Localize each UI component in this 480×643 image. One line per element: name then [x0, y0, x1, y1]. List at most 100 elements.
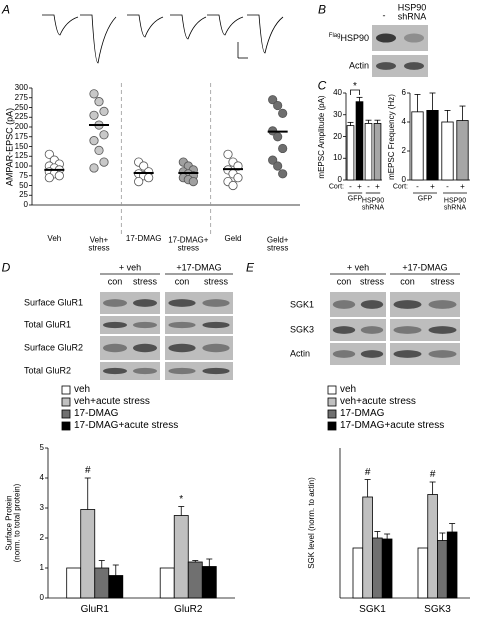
y-axis-label: mEPSC Frequency (Hz) — [386, 93, 396, 180]
y-axis-label: Surface Protein (norm. to total protein) — [4, 483, 22, 563]
row-label: SGK3 — [290, 324, 315, 335]
x-tick-label: Veh — [47, 233, 62, 243]
data-point — [268, 155, 278, 165]
blot-band — [168, 367, 196, 375]
lane-label: con — [400, 276, 415, 287]
x-tick-label: 17-DMAG — [125, 233, 162, 243]
data-point — [134, 177, 144, 187]
lane-label: stress — [203, 276, 229, 287]
y-axis-label: SGK level (norm. to actin) — [306, 477, 316, 569]
legend-label: veh — [340, 383, 357, 395]
trace — [247, 14, 284, 54]
y-tick-label: 2 — [401, 145, 406, 155]
x-tick-label: GluR1 — [80, 603, 109, 615]
legend-swatch — [327, 397, 337, 407]
blot-band — [428, 300, 457, 309]
significance: # — [429, 468, 436, 480]
lane-label: HSP90 shRNA — [397, 2, 427, 22]
group-label: GFP — [417, 195, 433, 203]
blot-strip — [165, 316, 233, 334]
significance: * — [179, 493, 184, 505]
blot-band — [393, 350, 422, 358]
blot-band — [428, 350, 457, 358]
x-tick-label: - — [349, 181, 352, 191]
blot-band — [168, 343, 196, 353]
x-tick-label: Veh+ stress — [88, 235, 110, 253]
panel-letter: B — [317, 2, 327, 17]
x-prefix: Cort: — [392, 183, 408, 191]
blot-band — [103, 321, 127, 329]
blot-band — [428, 326, 457, 334]
bar — [94, 567, 110, 599]
bar — [437, 540, 448, 599]
blot-band — [133, 299, 157, 307]
lane-label: stress — [132, 276, 158, 287]
blot-band — [133, 321, 157, 329]
lane-label: con — [174, 276, 190, 287]
blot-band — [404, 33, 424, 43]
data-point — [278, 169, 288, 179]
blot-band — [360, 350, 384, 358]
row-label: Actin — [348, 60, 369, 71]
y-tick-label: 20 — [333, 131, 342, 141]
data-point — [228, 180, 238, 191]
blot-band — [376, 62, 396, 70]
bar — [66, 567, 82, 599]
significance: # — [364, 466, 371, 478]
data-point — [94, 145, 104, 155]
y-tick-label: 2 — [39, 532, 44, 542]
data-point — [273, 100, 283, 111]
blot-group: +17-DMAG — [176, 262, 222, 273]
x-prefix: Cort: — [328, 183, 344, 191]
data-point — [273, 132, 283, 142]
blot-group: +17-DMAG — [402, 262, 448, 273]
legend-swatch — [61, 421, 71, 431]
row-label: Total GluR2 — [24, 365, 72, 376]
blot-band — [202, 367, 230, 375]
legend-label: veh+acute stress — [340, 395, 416, 407]
blot-group: + veh — [118, 262, 142, 273]
blot-strip — [330, 343, 386, 365]
data-point — [89, 136, 99, 146]
blot-band — [133, 343, 157, 353]
y-tick-label: 6 — [401, 87, 406, 97]
blot-group: + veh — [346, 262, 370, 273]
data-point — [144, 173, 154, 183]
blot-band — [103, 343, 127, 353]
x-tick-label: Geld — [224, 233, 242, 243]
blot-strip — [165, 362, 233, 380]
data-point — [99, 157, 109, 167]
blot-band — [404, 62, 424, 70]
blot-band — [393, 326, 422, 334]
blot-strip — [100, 362, 160, 380]
bar — [441, 121, 454, 181]
bar — [352, 547, 364, 599]
row-label: Total GluR1 — [24, 319, 72, 330]
blot-band — [332, 350, 356, 358]
significance: * — [353, 80, 357, 92]
y-tick-label: 0 — [39, 592, 44, 602]
blot-band — [393, 300, 422, 309]
y-tick-label: 175 — [14, 131, 28, 141]
y-tick-label: 300 — [14, 82, 28, 92]
data-point — [89, 110, 99, 120]
y-tick-label: 25 — [19, 190, 28, 200]
x-tick-label: + — [430, 181, 435, 191]
bar — [187, 561, 203, 599]
bar — [80, 509, 96, 599]
trace — [170, 14, 207, 40]
data-point — [99, 106, 109, 117]
legend-swatch — [61, 385, 71, 395]
x-tick-label: + — [375, 181, 380, 191]
data-point — [233, 161, 243, 171]
y-tick-label: 30 — [333, 109, 342, 119]
group-label: HSP90 shRNA — [443, 197, 467, 212]
trace — [127, 14, 164, 38]
data-point — [273, 161, 283, 171]
data-point — [44, 149, 54, 159]
y-tick-label: 0 — [23, 199, 28, 209]
blot-band — [332, 300, 356, 309]
blot-band — [133, 367, 157, 375]
data-point — [278, 108, 288, 118]
bar — [456, 120, 469, 181]
